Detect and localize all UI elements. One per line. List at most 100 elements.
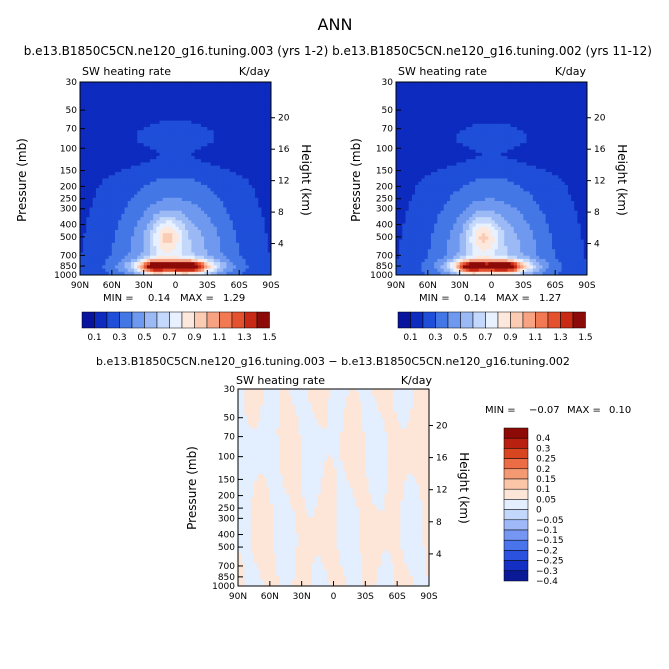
field-cell bbox=[115, 175, 119, 180]
field-cell bbox=[462, 101, 467, 106]
field-cell bbox=[443, 175, 448, 180]
field-cell bbox=[405, 246, 410, 250]
field-cell bbox=[226, 226, 231, 231]
field-cell bbox=[248, 101, 253, 106]
panel-subtitle-left: SW heating rate bbox=[398, 65, 487, 78]
field-cell bbox=[421, 271, 426, 275]
field-cell bbox=[159, 85, 164, 90]
field-cell bbox=[421, 82, 426, 86]
field-cell bbox=[235, 236, 240, 241]
field-cell bbox=[105, 175, 110, 180]
field-cell bbox=[92, 197, 97, 202]
field-cell bbox=[264, 82, 269, 86]
field-cell bbox=[172, 123, 177, 128]
field-cell bbox=[111, 136, 116, 141]
field-cell bbox=[207, 143, 212, 147]
field-cell bbox=[92, 194, 97, 199]
field-cell bbox=[197, 246, 202, 250]
field-cell bbox=[102, 155, 107, 160]
field-cell bbox=[118, 262, 122, 266]
field-cell bbox=[137, 127, 142, 131]
x-tick-label: 60S bbox=[231, 281, 248, 291]
field-cell bbox=[130, 197, 135, 202]
x-tick-label: 0 bbox=[173, 281, 179, 291]
field-cell bbox=[418, 258, 423, 263]
field-cell bbox=[446, 133, 451, 138]
field-cell bbox=[178, 252, 183, 257]
colorbar-tick-label: 0.7 bbox=[162, 333, 176, 343]
field-cell bbox=[105, 210, 110, 215]
field-cell bbox=[210, 149, 215, 154]
field-cell bbox=[251, 210, 256, 215]
field-cell bbox=[102, 159, 107, 164]
field-cell bbox=[437, 233, 442, 237]
field-cell bbox=[232, 188, 237, 192]
field-cell bbox=[427, 88, 432, 93]
field-cell bbox=[220, 136, 224, 141]
field-cell bbox=[459, 178, 464, 183]
field-cell bbox=[415, 229, 419, 234]
field-cell bbox=[92, 136, 97, 141]
field-cell bbox=[446, 107, 451, 112]
field-cell bbox=[418, 123, 423, 128]
field-cell bbox=[108, 191, 113, 196]
field-cell bbox=[235, 175, 240, 180]
field-cell bbox=[207, 146, 212, 151]
field-cell bbox=[223, 184, 228, 189]
field-cell bbox=[434, 207, 438, 212]
field-cell bbox=[396, 242, 400, 247]
field-cell bbox=[235, 159, 240, 164]
field-cell bbox=[194, 188, 199, 192]
field-cell bbox=[194, 229, 199, 234]
field-cell bbox=[121, 204, 126, 209]
field-cell bbox=[446, 201, 451, 205]
field-cell bbox=[446, 91, 451, 96]
field-cell bbox=[111, 217, 116, 221]
field-cell bbox=[446, 229, 451, 234]
field-cell bbox=[245, 184, 250, 189]
field-cell bbox=[188, 255, 193, 260]
field-cell bbox=[434, 271, 438, 275]
field-cell bbox=[210, 123, 215, 128]
field-cell bbox=[450, 220, 454, 225]
field-cell bbox=[261, 136, 266, 141]
colorbar-tick-label: 1.1 bbox=[212, 333, 226, 343]
field-cell bbox=[411, 239, 416, 244]
field-cell bbox=[213, 159, 218, 164]
field-cell bbox=[146, 236, 151, 241]
field-cell bbox=[229, 265, 234, 270]
field-cell bbox=[235, 188, 240, 192]
field-cell bbox=[396, 101, 400, 106]
field-cell bbox=[443, 139, 448, 144]
field-cell bbox=[415, 136, 419, 141]
field-cell bbox=[437, 181, 442, 186]
field-cell bbox=[137, 197, 142, 202]
field-cell bbox=[207, 107, 212, 112]
field-cell bbox=[245, 217, 250, 221]
field-cell bbox=[421, 239, 426, 244]
field-cell bbox=[402, 120, 407, 125]
field-cell bbox=[459, 159, 464, 164]
field-cell bbox=[188, 139, 193, 144]
field-cell bbox=[172, 130, 177, 135]
field-cell bbox=[204, 188, 208, 192]
field-cell bbox=[92, 104, 97, 109]
field-cell bbox=[434, 117, 438, 122]
field-cell bbox=[121, 207, 126, 212]
field-cell bbox=[245, 252, 250, 257]
field-cell bbox=[102, 120, 107, 125]
field-cell bbox=[169, 194, 173, 199]
field-cell bbox=[437, 197, 442, 202]
field-cell bbox=[437, 249, 442, 254]
field-cell bbox=[421, 201, 426, 205]
field-cell bbox=[162, 249, 167, 254]
field-cell bbox=[434, 114, 438, 118]
field-cell bbox=[118, 123, 122, 128]
field-cell bbox=[232, 184, 237, 189]
field-cell bbox=[251, 229, 256, 234]
field-cell bbox=[415, 155, 419, 160]
field-cell bbox=[411, 265, 416, 270]
field-cell bbox=[242, 252, 247, 257]
field-cell bbox=[146, 110, 151, 115]
field-cell bbox=[431, 123, 435, 128]
